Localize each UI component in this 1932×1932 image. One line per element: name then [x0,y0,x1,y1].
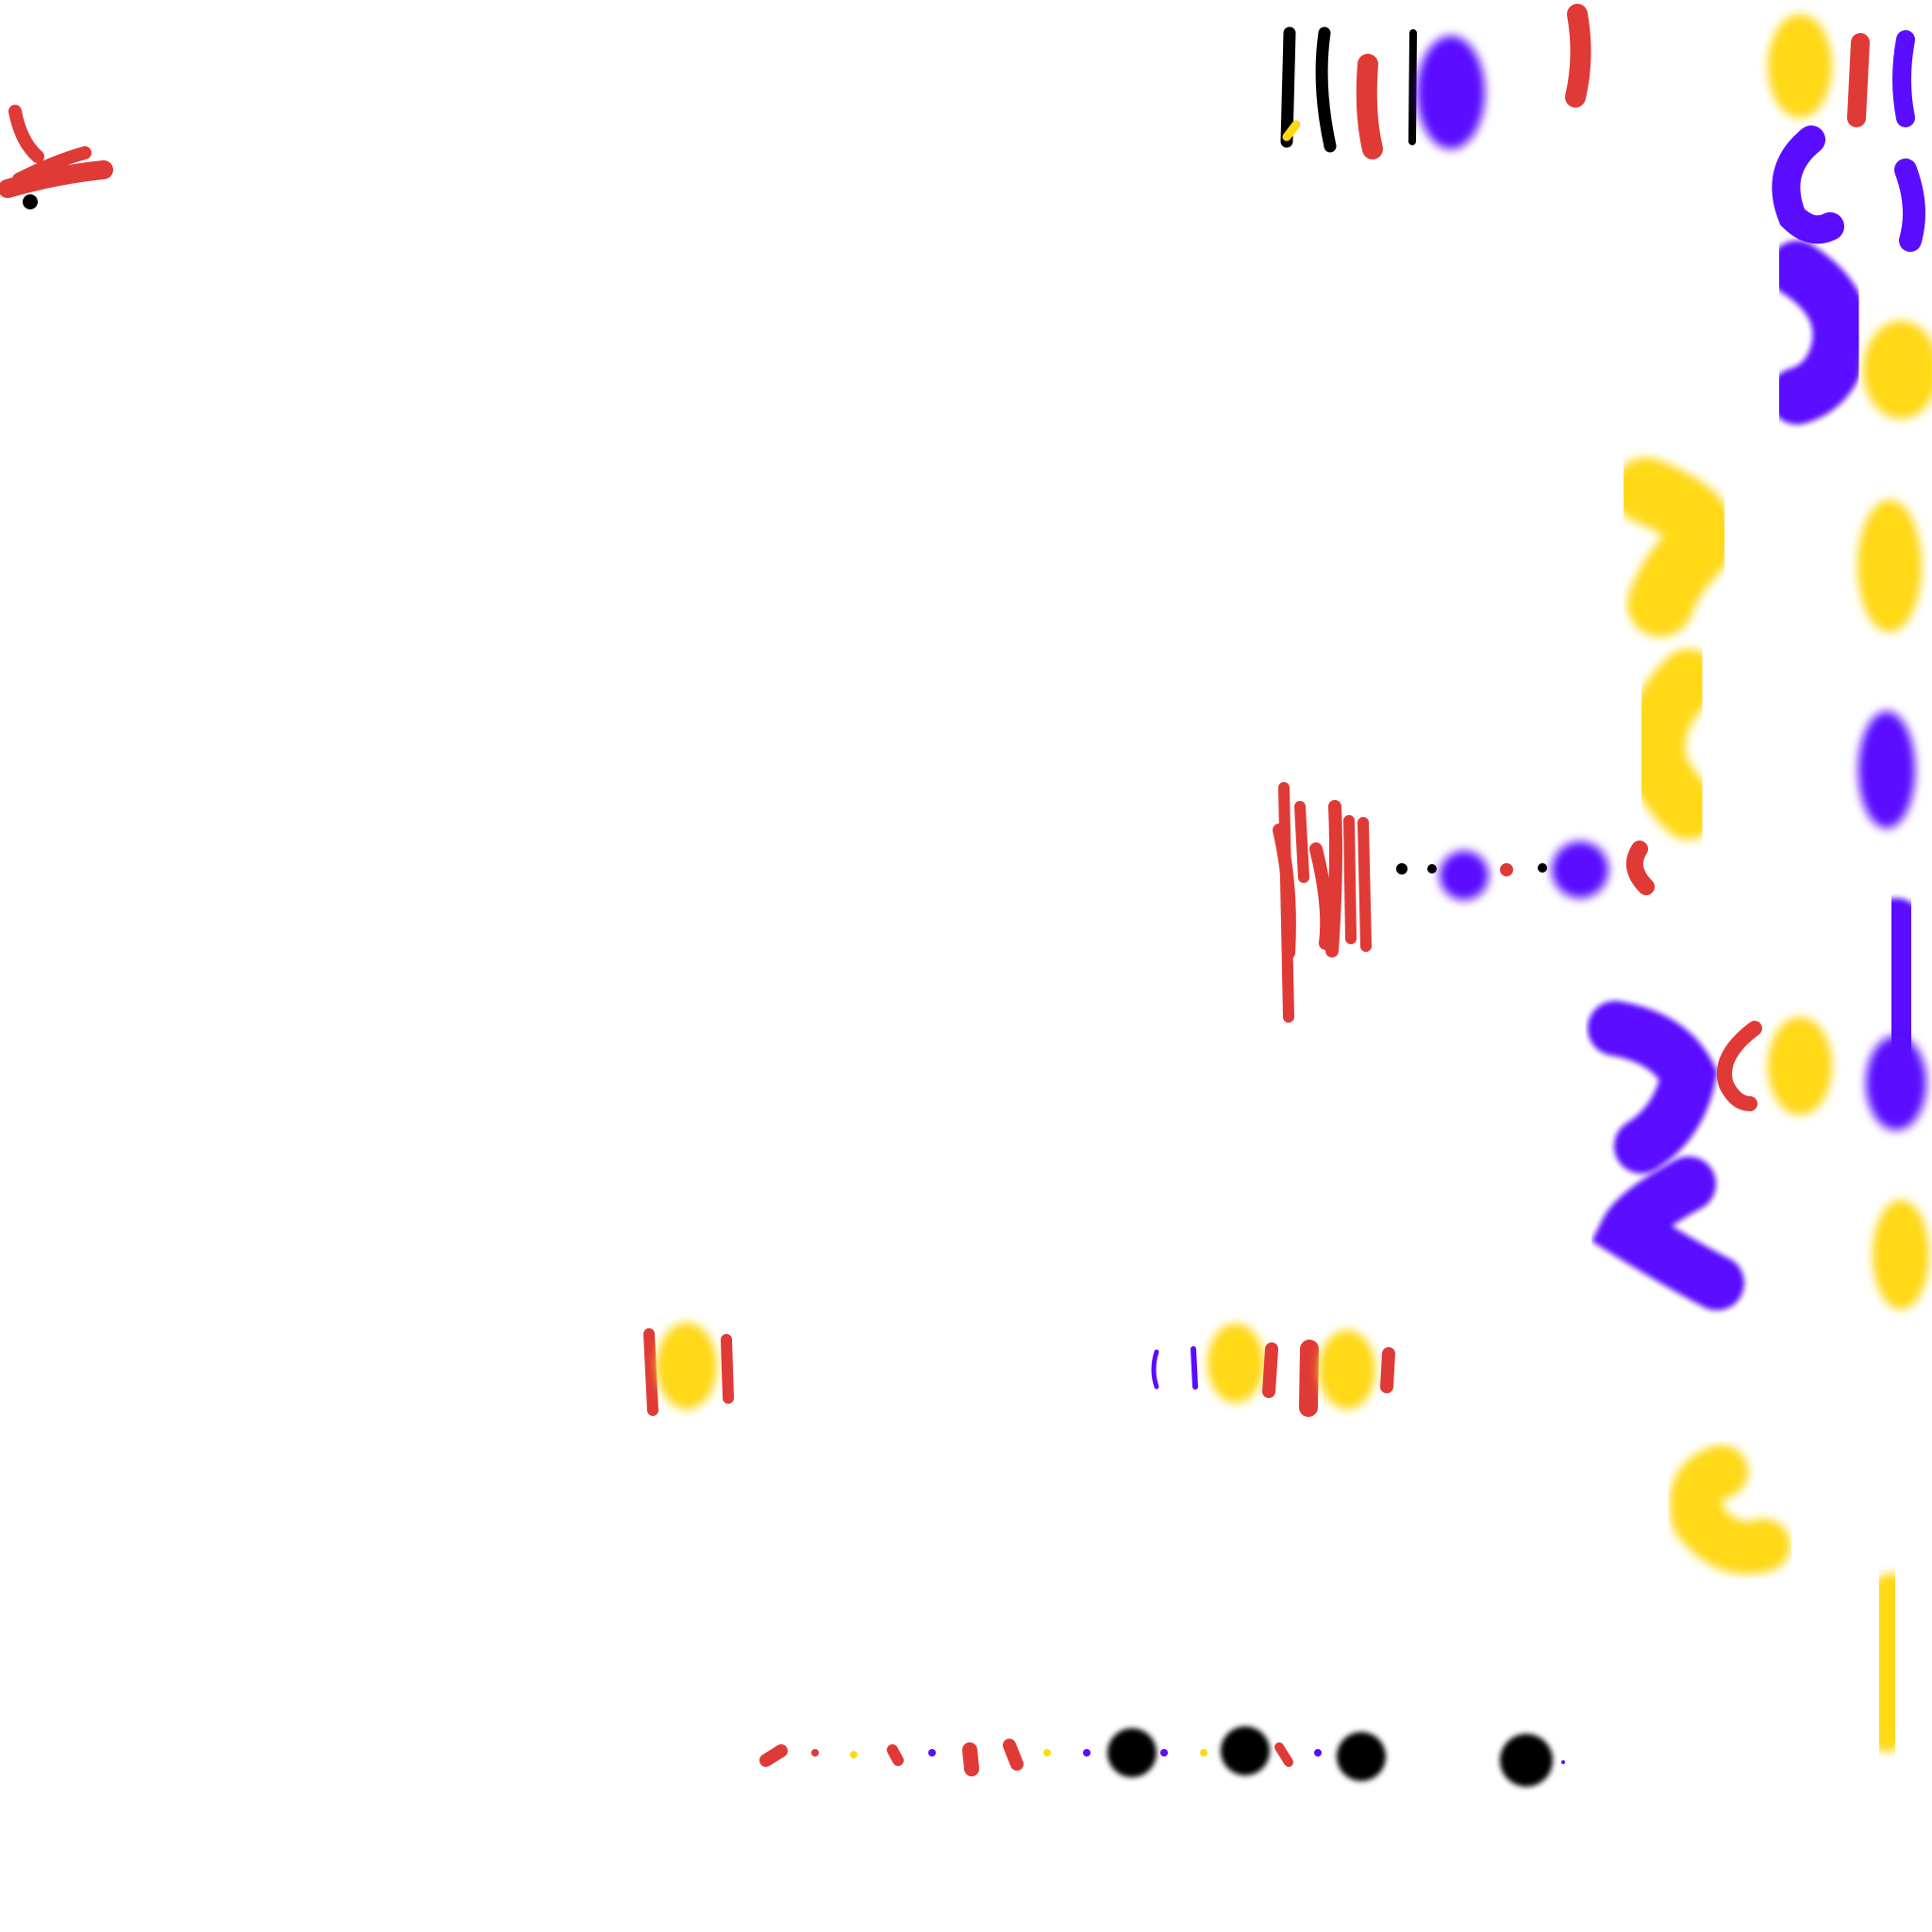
red-stroke [721,1334,734,1404]
red-stroke [1309,842,1334,950]
red-stroke [1003,1739,1024,1771]
black-stroke [1408,29,1417,145]
red-stroke [1325,800,1342,958]
violet-dot [1561,1760,1565,1764]
red-stroke [1262,1342,1278,1398]
brush-stroke-cluster-top-left [0,105,113,209]
red-stroke [1274,1742,1293,1767]
brush-stroke-cluster-top [1280,4,1591,159]
red-dot [811,1749,819,1757]
violet-dot [1160,1749,1168,1757]
yellow-stroke [1669,1445,1790,1574]
violet-stroke [1894,158,1925,252]
yellow-stroke [1282,120,1301,142]
yellow-dot [1043,1749,1051,1757]
violet-blob [1866,1036,1926,1130]
yellow-blob [1208,1324,1264,1403]
red-stroke [1294,801,1309,883]
yellow-dot [1200,1749,1208,1757]
violet-dot [928,1749,936,1757]
violet-stroke [1591,1157,1744,1310]
red-stroke [1717,1021,1762,1111]
red-stroke [12,146,92,186]
red-stroke [1356,54,1383,159]
brush-stroke-cluster-right [1588,14,1932,1932]
violet-blob [1552,841,1608,898]
red-stroke [8,105,44,163]
black-blob [1221,1726,1270,1775]
black-dot [1396,863,1407,874]
violet-stroke [1588,1001,1718,1174]
red-stroke [1299,1340,1319,1417]
red-stroke [1847,33,1870,127]
red-stroke [887,1744,904,1766]
black-blob [1337,1732,1386,1781]
black-dot [1538,863,1547,873]
red-stroke [1625,841,1655,895]
yellow-dot [850,1751,858,1758]
red-stroke [962,1742,979,1776]
black-blob [1500,1734,1553,1787]
yellow-blob [1873,1200,1929,1309]
red-stroke [1380,1347,1395,1393]
black-stroke [1280,26,1296,148]
black-dot [23,194,38,209]
violet-blob [1440,851,1489,900]
yellow-stroke [1857,1574,1917,1752]
red-stroke [0,160,113,198]
violet-stroke [1892,30,1915,127]
yellow-blob [1319,1330,1375,1409]
yellow-blob [1768,14,1832,118]
yellow-stroke [1613,458,1736,637]
brush-stroke-cluster-lower [643,1323,1395,1417]
red-stroke [1565,4,1591,108]
brush-stroke-cluster-middle [1273,782,1655,1023]
violet-stroke [1769,241,1870,425]
black-blob [1108,1728,1157,1777]
violet-stroke [1870,898,1932,1055]
violet-stroke [1151,1349,1159,1390]
yellow-blob [1863,321,1932,419]
red-stroke [643,1328,658,1416]
yellow-blob [1857,500,1922,632]
brush-stroke-cluster-bottom [759,1726,1565,1787]
red-dot [1500,863,1513,876]
black-stroke [1315,26,1337,153]
red-stroke [1357,817,1372,952]
violet-blob [1858,711,1915,828]
yellow-blob [1768,1017,1832,1115]
yellow-blob [657,1323,717,1409]
violet-dot [1083,1749,1091,1757]
red-stroke [759,1744,788,1767]
violet-stroke [1191,1346,1198,1390]
violet-stroke [1772,125,1844,244]
yellow-stroke [1624,649,1719,840]
violet-blob [1417,36,1485,149]
red-stroke [1273,824,1296,959]
violet-dot [1314,1749,1322,1757]
red-stroke [1343,815,1357,944]
black-dot [1427,864,1437,874]
